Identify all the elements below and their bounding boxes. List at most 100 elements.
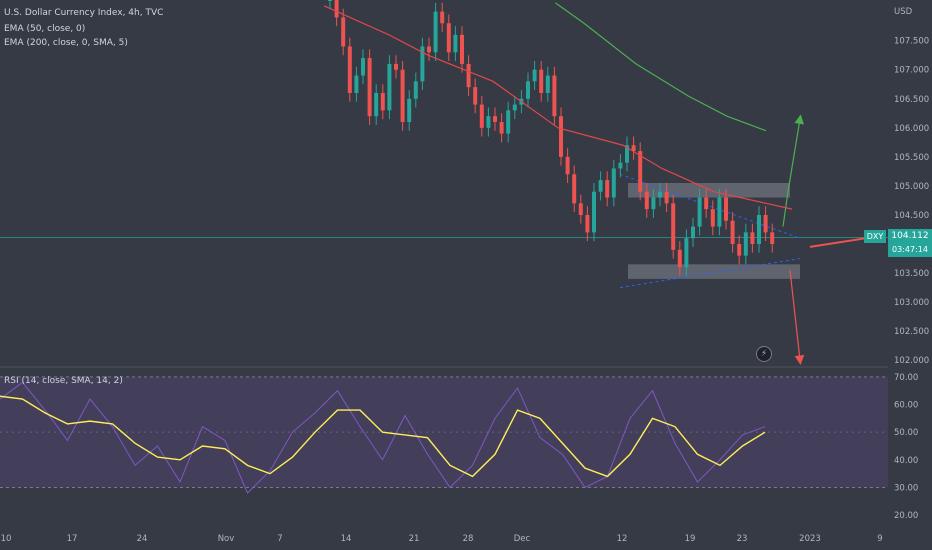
candle-body: [572, 174, 577, 204]
upper-trendline: [619, 173, 801, 239]
y-tick-label: 103.500: [894, 269, 929, 279]
candle-body: [354, 75, 359, 93]
x-tick-label: Dec: [514, 534, 531, 544]
candle-body: [387, 63, 392, 111]
rsi-y-tick-label: 60.00: [894, 401, 918, 411]
candle-body: [717, 197, 722, 227]
candle-body: [380, 92, 385, 111]
candle-body: [466, 63, 471, 88]
x-tick-label: 2023: [799, 534, 821, 544]
candle-body: [446, 23, 451, 53]
candle-body: [565, 156, 570, 175]
candle-body: [578, 203, 583, 215]
annotation-layer: [0, 114, 888, 365]
candle-body: [664, 191, 669, 204]
currency-label: USD: [894, 7, 913, 17]
candle-body: [737, 244, 742, 256]
candle-body: [473, 87, 478, 105]
y-tick-label: 107.000: [894, 66, 929, 76]
legend-rsi[interactable]: RSI (14, close, SMA, 14, 2): [4, 376, 123, 386]
x-tick-label: 14: [341, 534, 352, 544]
candle-body: [611, 168, 616, 198]
candle-body: [677, 249, 682, 268]
candle-body: [328, 0, 332, 1]
candle-body: [631, 145, 636, 152]
candle-body: [618, 162, 623, 169]
legend-ema200[interactable]: EMA (200, close, 0, SMA, 5): [4, 38, 128, 48]
y-tick-label: 105.500: [894, 153, 929, 163]
resistance-zone: [628, 183, 790, 198]
x-tick-label: 7: [277, 534, 282, 544]
candle-body: [644, 191, 649, 210]
candle-body: [413, 81, 418, 99]
rsi-y-tick-label: 30.00: [894, 483, 918, 493]
candle-body: [334, 0, 339, 18]
candle-body: [757, 214, 761, 244]
legend-title[interactable]: U.S. Dollar Currency Index, 4h, TVC: [4, 8, 164, 18]
candle-body: [697, 197, 702, 227]
candle-body: [691, 226, 695, 239]
y-tick-label: 102.000: [894, 356, 929, 366]
candle-body: [420, 46, 425, 82]
candle-body: [433, 11, 438, 53]
ema50-line: [323, 5, 793, 210]
x-tick-label: 12: [617, 534, 628, 544]
candle-body: [493, 116, 497, 122]
x-tick-label: 28: [463, 534, 474, 544]
x-tick-label: 9: [877, 534, 882, 544]
candle-body: [638, 151, 643, 192]
x-tick-label: Nov: [218, 534, 235, 544]
candle-body: [598, 180, 603, 192]
rsi-y-tick-label: 50.00: [894, 428, 918, 438]
candle-body: [704, 197, 709, 210]
rsi-ma-line: [0, 395, 766, 478]
rsi-line: [0, 381, 766, 494]
candle-body: [453, 34, 458, 53]
candle-body: [526, 81, 530, 99]
projection-up-arrow: [782, 114, 804, 227]
x-tick-label: 21: [409, 534, 420, 544]
candle-body: [506, 110, 511, 134]
candle-body: [625, 145, 629, 163]
candle-body: [724, 197, 728, 221]
candle-body: [730, 220, 735, 244]
candle-body: [684, 238, 689, 268]
candle-body: [341, 17, 346, 47]
candle-body: [347, 46, 352, 93]
candle-body: [367, 58, 372, 117]
y-tick-label: 104.500: [894, 211, 929, 221]
candle-body: [512, 104, 517, 111]
rsi-y-tick-label: 20.00: [894, 511, 918, 521]
rsi-y-tick-label: 40.00: [894, 456, 918, 466]
price-badge-countdown: 03:47:14: [892, 245, 928, 254]
rsi-y-tick-label: 70.00: [894, 373, 918, 383]
candle-body: [750, 232, 755, 244]
legend-ema50[interactable]: EMA (50, close, 0): [4, 24, 86, 34]
y-tick-label: 103.000: [894, 298, 929, 308]
lightning-icon[interactable]: ⚡: [756, 346, 772, 362]
price-pointer-arrow: [809, 237, 867, 248]
y-tick-label: 106.000: [894, 124, 929, 134]
candle-body: [763, 214, 768, 233]
candles-layer: [328, 0, 775, 276]
candle-body: [427, 46, 431, 53]
candle-body: [605, 180, 610, 198]
candle-body: [592, 191, 596, 233]
candle-body: [559, 116, 563, 157]
ema200-line: [555, 2, 767, 132]
candle-body: [479, 104, 484, 128]
price-badge-value: 104.112: [891, 231, 929, 241]
x-tick-label: 23: [737, 534, 748, 544]
candle-body: [394, 63, 398, 70]
candle-body: [770, 232, 775, 244]
x-tick-label: 17: [67, 534, 78, 544]
x-tick-label: 24: [137, 534, 148, 544]
candle-body: [585, 214, 590, 233]
support-zone: [628, 264, 800, 279]
candle-body: [539, 69, 544, 93]
rsi-layer: [0, 376, 888, 494]
symbol-badge: DXY: [864, 230, 886, 243]
candle-body: [407, 98, 412, 122]
